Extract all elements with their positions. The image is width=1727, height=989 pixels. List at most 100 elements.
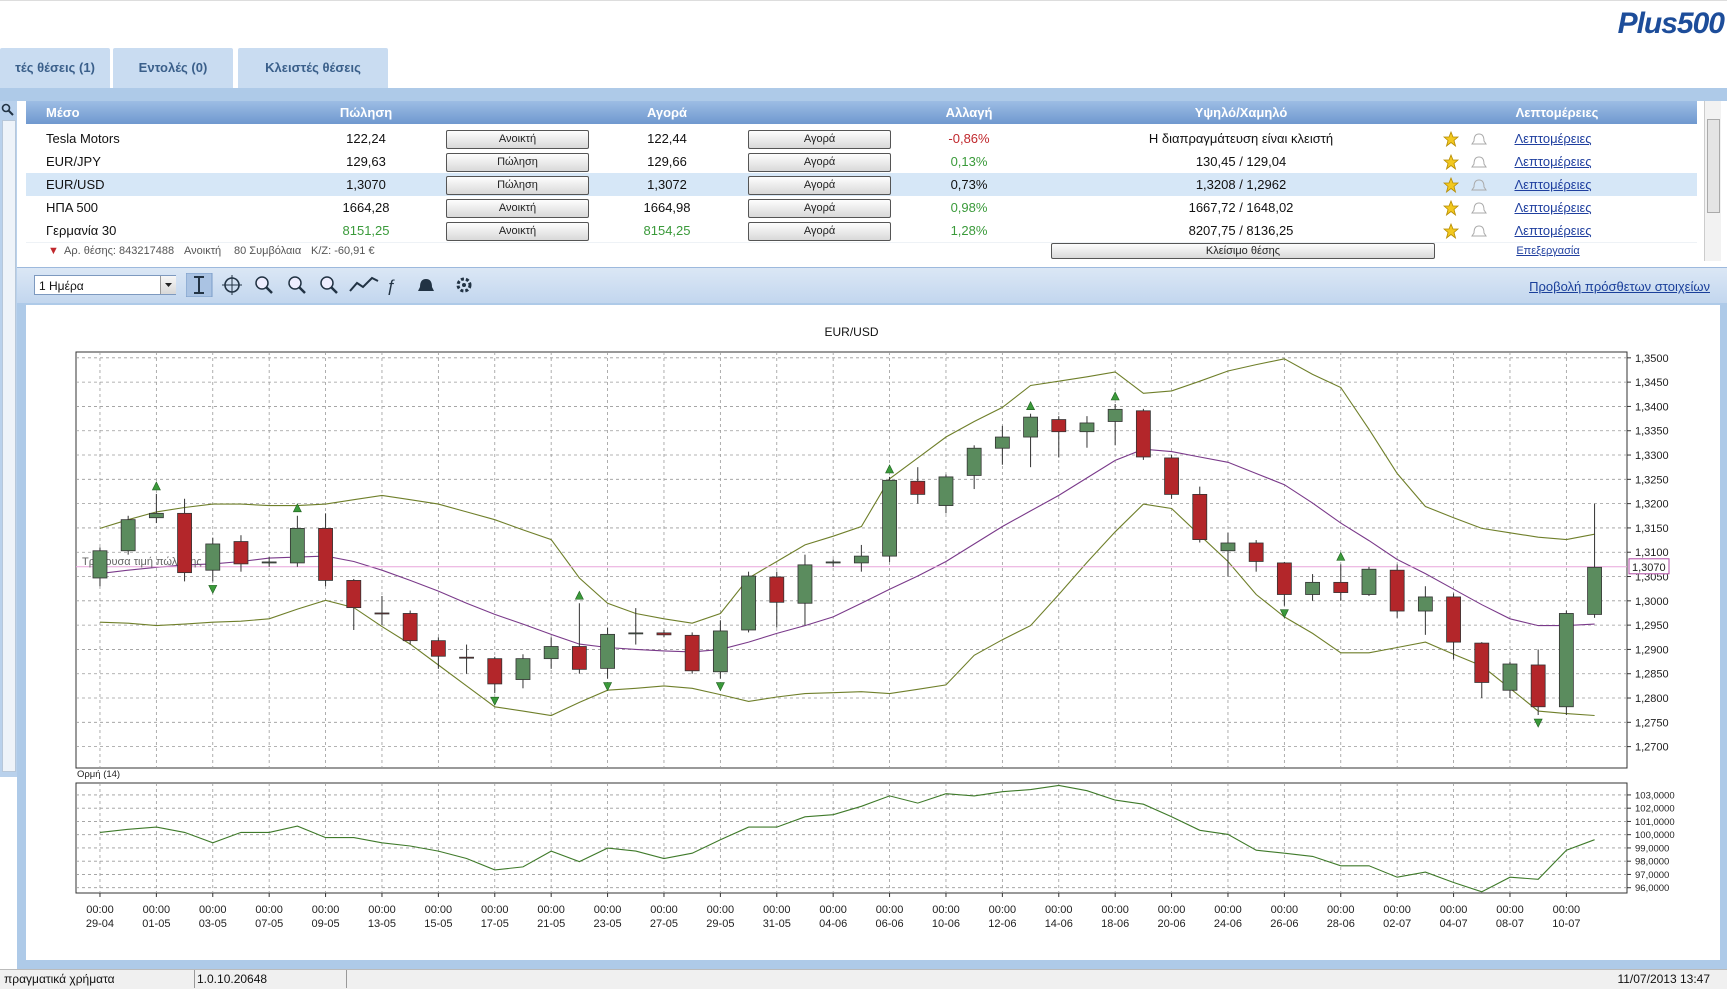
tab-label[interactable]: Κλειστές θέσεις: [265, 60, 361, 75]
candle-body: [628, 632, 644, 635]
change: 0,98%: [950, 199, 988, 215]
sell-button[interactable]: Ανοικτή: [446, 221, 589, 241]
candle-body: [346, 580, 362, 609]
tool-zoom-out[interactable]: [288, 276, 302, 290]
x-tick-label: 03-05: [199, 918, 227, 930]
row-icons[interactable]: [1442, 199, 1495, 216]
candle-body: [656, 632, 672, 636]
position-status: Ανοικτή: [184, 245, 222, 257]
x-tick-time: 00:00: [819, 904, 847, 916]
position-pl: Κ/Ζ: -60,91 €: [311, 245, 375, 257]
overlay-line: [99, 448, 1595, 653]
y-tick-label: 1,2900: [1635, 644, 1669, 656]
sell-button[interactable]: Πώληση: [446, 175, 589, 195]
row-icons[interactable]: [1442, 222, 1495, 239]
candle-body: [910, 480, 926, 495]
details-link[interactable]: Λεπτομέρειες: [1514, 130, 1592, 146]
tool-function-icon[interactable]: ƒ: [386, 276, 395, 295]
sell-price: 122,24: [346, 130, 386, 146]
tool-zoom-reset[interactable]: [320, 276, 334, 290]
account-type: πραγματικά χρήματα: [4, 972, 115, 986]
instrument-name: EUR/USD: [46, 176, 105, 192]
favorite-star[interactable]: [1442, 222, 1460, 239]
y-tick-label: 1,2850: [1635, 669, 1669, 681]
favorite-star[interactable]: [1442, 130, 1460, 147]
details-link[interactable]: Λεπτομέρειες: [1514, 199, 1592, 215]
y-tick-label: 1,3400: [1635, 401, 1669, 413]
dropdown-arrow[interactable]: [160, 276, 176, 294]
details-link[interactable]: Λεπτομέρειες: [1514, 222, 1592, 238]
x-tick-label: 20-06: [1157, 918, 1185, 930]
high-low: 1667,72 / 1648,02: [1188, 199, 1294, 215]
candle-body: [1107, 408, 1123, 422]
favorite-star[interactable]: [1442, 199, 1460, 216]
alert-bell[interactable]: [1471, 156, 1487, 168]
candle-body: [882, 479, 897, 557]
candle-body: [289, 528, 305, 564]
buy-button[interactable]: Αγορά: [748, 129, 891, 149]
sell-button[interactable]: Πώληση: [446, 152, 589, 172]
period-dropdown[interactable]: 1 Ημέρα: [34, 275, 176, 295]
tool-settings[interactable]: [456, 277, 472, 293]
buy-price: 122,44: [647, 130, 687, 146]
sell-price: 8151,25: [342, 222, 390, 238]
candle-body: [177, 512, 192, 574]
table-scrollbar[interactable]: [1704, 101, 1721, 261]
candle-body: [1389, 569, 1405, 612]
chart: EUR/USD 1,2700 1,2750 1,2800 1,2850 1,2900 1,2…: [75, 325, 1675, 930]
toolbar-icons: ƒ: [185, 272, 486, 298]
row-icons[interactable]: [1442, 130, 1495, 147]
details-link[interactable]: Λεπτομέρειες: [1514, 153, 1592, 169]
search-icon[interactable]: [1, 103, 14, 116]
edit-link[interactable]: Επεξεργασία: [1516, 245, 1580, 257]
favorite-star[interactable]: [1442, 153, 1460, 170]
candle-body: [1305, 581, 1320, 595]
tab[interactable]: [0, 48, 110, 88]
sell-button[interactable]: Ανοικτή: [446, 129, 589, 149]
alert-bell[interactable]: [1471, 202, 1487, 214]
buy-button[interactable]: Αγορά: [748, 198, 891, 218]
tab-label[interactable]: Εντολές (0): [138, 60, 208, 75]
x-tick-label: 31-05: [763, 918, 791, 930]
row-icon-set: [1442, 199, 1487, 216]
tool-zoom-in[interactable]: [255, 276, 269, 290]
alert-bell[interactable]: [1471, 132, 1487, 144]
y-tick-label: 1,3300: [1635, 450, 1669, 462]
alert-bell[interactable]: [1471, 225, 1487, 237]
y-tick-label: 1,3150: [1635, 523, 1669, 535]
buy-button[interactable]: Αγορά: [748, 152, 891, 172]
x-tick-time: 00:00: [312, 904, 340, 916]
row-icons[interactable]: [1442, 176, 1495, 193]
candle-body: [797, 564, 813, 604]
close-position-button[interactable]: Κλείσιμο θέσης: [1051, 243, 1435, 259]
left-scroll[interactable]: [2, 120, 16, 772]
candle-body: [148, 512, 164, 519]
sell-button[interactable]: Ανοικτή: [446, 198, 589, 218]
buy-button[interactable]: Αγορά: [748, 221, 891, 241]
instrument-name: Tesla Motors: [46, 130, 120, 146]
tab[interactable]: [238, 48, 388, 88]
position-marker: ▼: [48, 245, 59, 257]
sell-signal: [490, 696, 500, 706]
candle-body: [1276, 562, 1292, 595]
tool-draw-line[interactable]: [349, 276, 379, 292]
toolbar-band: [17, 267, 1727, 304]
status-divider: [346, 970, 347, 988]
tab[interactable]: [113, 48, 233, 88]
details-link[interactable]: Λεπτομέρειες: [1514, 176, 1592, 192]
candle-body: [92, 550, 108, 579]
x-tick-label: 01-05: [142, 918, 170, 930]
candle-body: [600, 633, 615, 669]
row-icon-set: [1442, 176, 1487, 193]
more-details-link[interactable]: Προβολή πρόσθετων στοιχείων: [1529, 279, 1710, 294]
current-price-label: 1,3070: [1632, 562, 1666, 574]
buy-signal: [1026, 401, 1036, 411]
scroll-thumb[interactable]: [1707, 119, 1720, 213]
buy-button[interactable]: Αγορά: [748, 175, 891, 195]
tab-label[interactable]: τές θέσεις (1): [15, 60, 95, 75]
tool-alert[interactable]: [418, 279, 434, 291]
favorite-star[interactable]: [1442, 176, 1460, 193]
row-icons[interactable]: [1442, 153, 1495, 170]
alert-bell[interactable]: [1471, 179, 1487, 191]
